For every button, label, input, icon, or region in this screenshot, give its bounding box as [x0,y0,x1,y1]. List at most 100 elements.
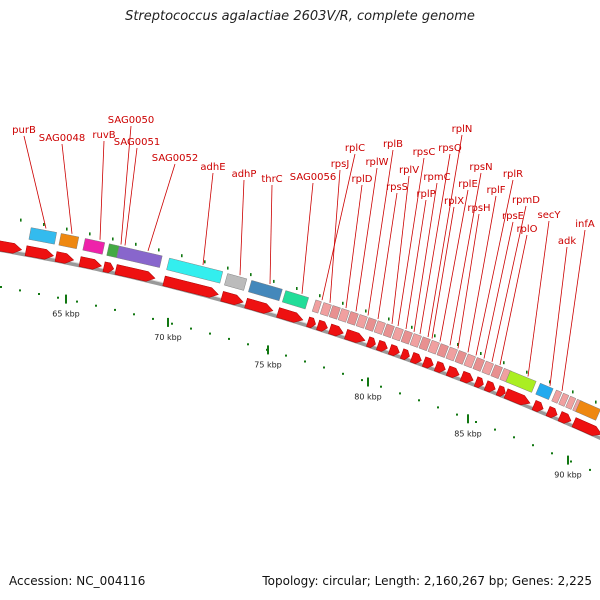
gene-label-rplR: rplR [503,169,523,180]
upper-tick [273,279,275,283]
leader-line [397,157,425,327]
upper-tick [365,309,367,313]
minor-tick [19,289,21,292]
feature-block-3 [106,243,120,258]
leader-line [467,195,497,353]
gene-arrow-14 [366,336,376,348]
minor-tick [247,343,249,346]
gene-label-infA: infA [575,219,595,230]
gene-label-rplO: rplO [516,224,537,235]
kbp-label: 65 kbp [52,310,80,319]
leader-line [355,167,378,312]
gene-label-purB: purB [12,125,36,136]
feature-block-secY [505,370,537,393]
feature-block-5 [166,257,224,284]
gene-arrow-17 [399,348,410,360]
rp-block [436,343,449,358]
minor-tick [323,366,325,369]
gene-label-adhE: adhE [200,162,225,173]
leader-line [120,125,132,245]
minor-tick [437,406,439,409]
gene-arrow-21 [445,365,460,378]
leader-line [439,189,469,342]
rp-block [481,360,494,376]
upper-tick [181,254,183,258]
gene-arrow-18 [409,352,422,364]
rp-block [463,353,476,369]
gene-arrow-10 [306,316,316,329]
gene-label-rplN: rplN [452,124,473,135]
leader-line [345,184,363,309]
rp-block [337,308,350,323]
backbone [0,247,600,441]
leader-line [527,220,550,377]
minor-tick [589,468,591,471]
leader-line [23,135,47,229]
minor-tick [38,293,40,295]
minor-tick [114,308,116,311]
upper-tick [227,266,229,270]
map-title: Streptococcus agalactiae 2603V/R, comple… [125,9,475,24]
gene-arrow-2 [54,251,75,264]
leader-line [561,229,586,392]
minor-tick [209,332,211,335]
gene-arrow-9 [276,307,304,323]
rp-block [346,311,359,326]
leader-line [491,205,527,362]
upper-tick [319,294,321,298]
minor-tick [76,300,78,303]
rp-block [558,392,570,407]
gene-label-rpsH: rpsH [467,203,490,214]
leader-line [329,169,341,303]
feature-block-2 [82,238,106,255]
upper-tick [250,273,252,277]
gene-arrow-4 [102,261,115,274]
minor-tick [133,313,135,316]
rp-block [445,346,458,362]
gene-label-rpmC: rpmC [423,172,450,183]
upper-tick [66,227,68,231]
upper-tick [572,390,574,394]
minor-tick [380,385,382,388]
gene-label-ruvB: ruvB [92,130,115,141]
gene-label-rpsN: rpsN [469,162,492,173]
gene-arrow-15 [376,339,388,352]
kbp-label: 70 kbp [154,333,182,342]
gene-label-adhP: adhP [232,169,257,180]
gene-label-rpsJ: rpsJ [331,159,350,170]
gene-label-rplD: rplD [352,174,373,185]
leader-line [499,234,528,366]
upper-tick [434,334,436,338]
upper-tick [388,317,390,321]
gene-arrow-1 [24,245,54,260]
gene-label-rpsQ: rpsQ [438,143,462,154]
leader-line [405,199,427,330]
leader-line [377,192,398,320]
minor-tick [494,428,496,431]
gene-label-SAG0050: SAG0050 [108,115,154,126]
upper-tick [342,301,344,305]
gene-arrow-0 [0,240,23,254]
rp-block [409,333,422,348]
rp-block [364,317,377,332]
leader-line [99,140,105,240]
rp-block [565,395,577,410]
kbp-label: 90 kbp [554,471,582,480]
minor-tick [57,296,59,299]
gene-arrow-25 [495,385,506,397]
leader-line [202,172,214,266]
feature-block-8 [281,290,309,310]
upper-tick [480,352,482,355]
minor-tick [190,327,192,330]
gene-label-adk: adk [558,236,576,247]
leader-line [61,143,73,234]
gene-label-rplE: rplE [458,179,478,190]
leader-line [419,153,451,335]
minor-tick [228,337,230,340]
rp-block [427,339,440,355]
minor-tick [570,460,572,463]
leader-line [321,153,356,301]
minor-tick [456,413,458,416]
gene-arrow-19 [421,356,434,369]
gene-label-rpmD: rpmD [512,195,540,206]
